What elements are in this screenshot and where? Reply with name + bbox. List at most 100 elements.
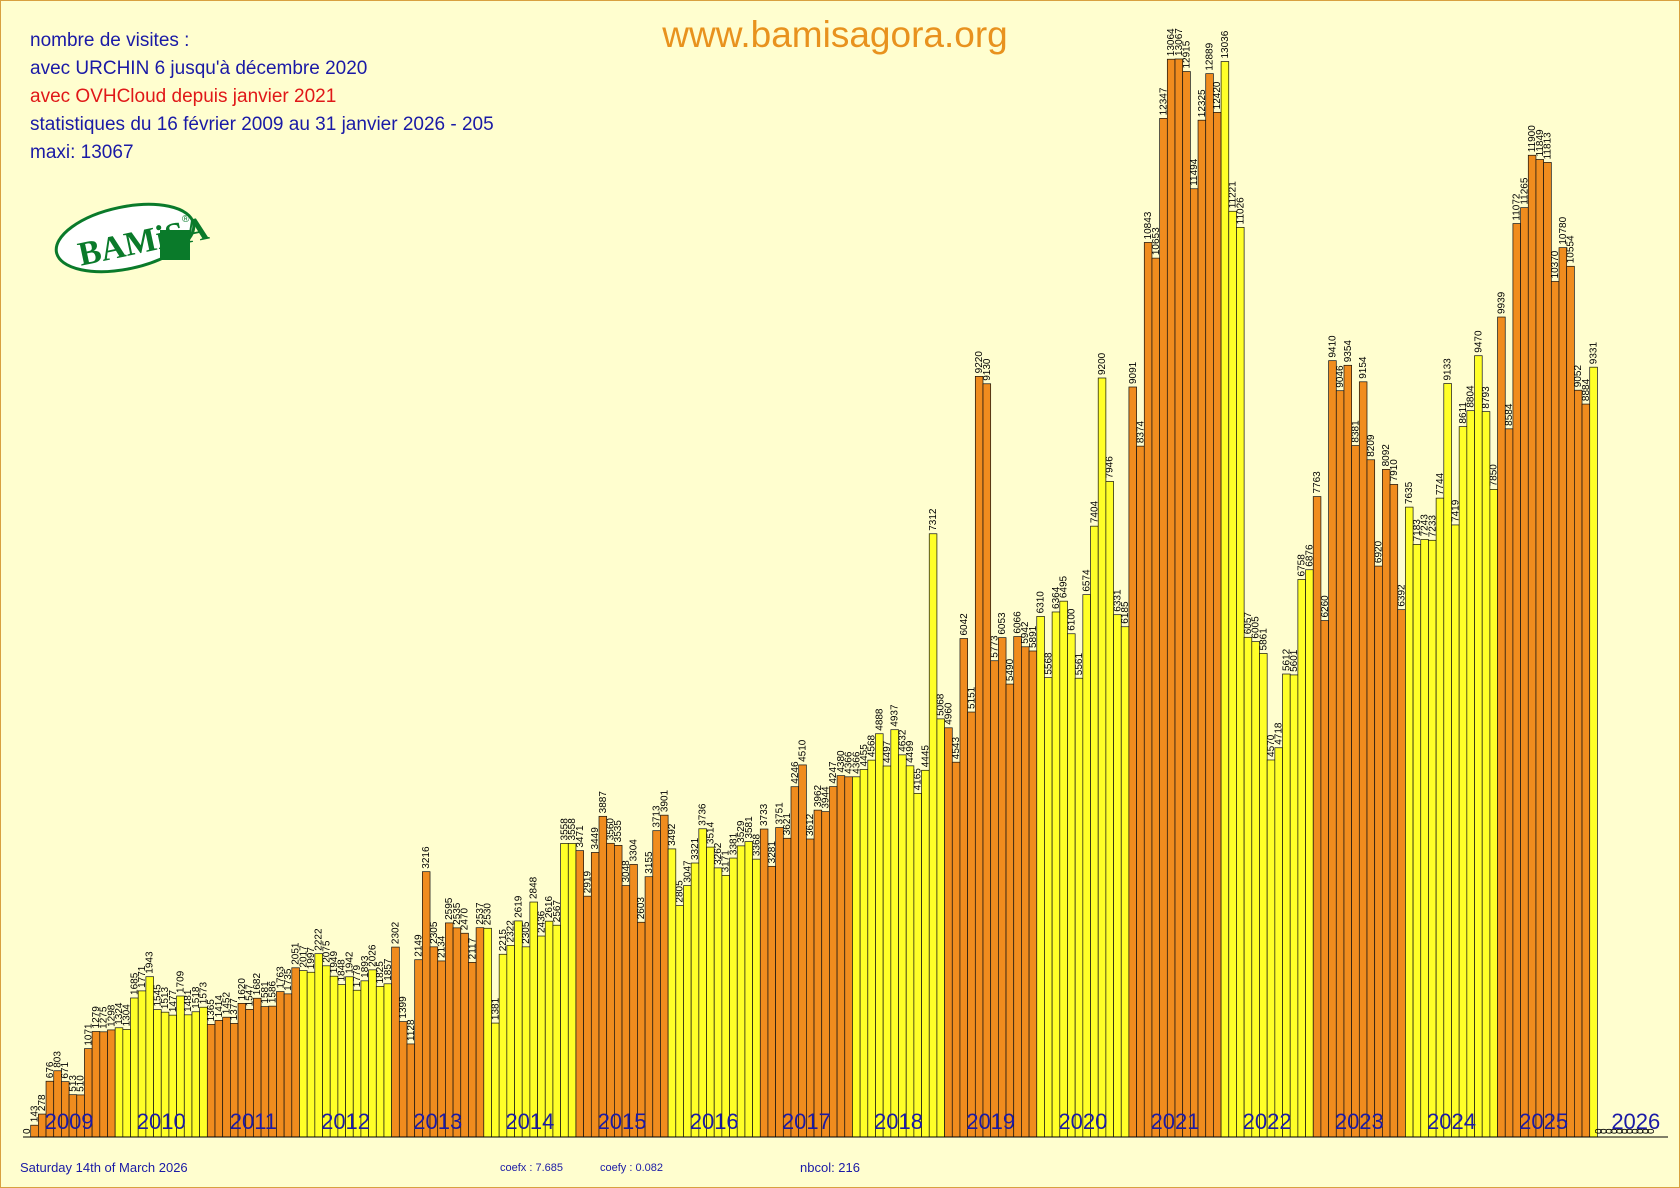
data-label: 0: [22, 1128, 33, 1134]
bar: [1420, 539, 1429, 1138]
bar: [660, 814, 669, 1138]
data-label: 5561: [1074, 653, 1085, 676]
data-label: 1128: [406, 1019, 417, 1041]
data-label: 4718: [1274, 722, 1285, 745]
data-label: 0: [1620, 1128, 1631, 1134]
data-label: 1848: [337, 959, 348, 982]
data-label: 4499: [905, 740, 916, 763]
data-label: 6920: [1374, 540, 1385, 563]
data-label: 10653: [1151, 227, 1162, 255]
data-label: 0: [1641, 1128, 1652, 1134]
data-label: 3901: [659, 789, 670, 812]
data-label: 2595: [444, 897, 455, 920]
bar: [1028, 650, 1038, 1138]
bar: [1289, 674, 1299, 1138]
data-label: 2537: [475, 902, 486, 925]
data-label: 7946: [1105, 456, 1116, 479]
year-label: 2010: [137, 1109, 186, 1134]
bar: [1159, 118, 1168, 1138]
bar: [1259, 653, 1268, 1138]
bar: [836, 775, 846, 1138]
data-label: 13067: [1174, 28, 1185, 56]
bar: [652, 830, 661, 1138]
bar: [1358, 381, 1368, 1138]
data-label: 1825: [375, 961, 386, 984]
bar: [1589, 366, 1598, 1138]
data-label: 1324: [114, 1002, 125, 1025]
bar: [967, 711, 976, 1138]
data-label: 9133: [1443, 358, 1454, 381]
data-label: 3529: [736, 820, 747, 843]
data-label: 1414: [214, 995, 225, 1018]
bar: [1335, 390, 1345, 1138]
bar: [1481, 411, 1491, 1138]
data-label: 3560: [606, 818, 617, 841]
site-title[interactable]: www.bamisagora.org: [662, 14, 1008, 55]
data-label: 7312: [928, 508, 939, 531]
bar: [736, 845, 746, 1138]
data-label: 7763: [1312, 471, 1323, 494]
bar: [690, 862, 700, 1138]
bar: [1435, 497, 1445, 1138]
bar: [1405, 506, 1414, 1138]
data-label: 3471: [575, 825, 586, 848]
bar: [567, 843, 577, 1138]
bar: [1097, 377, 1107, 1138]
bar: [291, 967, 300, 1138]
data-label: 1949: [329, 951, 340, 974]
bar: [644, 876, 654, 1138]
data-label: 9939: [1496, 291, 1507, 314]
bar: [875, 733, 884, 1138]
bar: [974, 376, 984, 1138]
data-label: 1581: [260, 981, 271, 1004]
bar: [606, 842, 615, 1138]
logo-registered-mark: ®: [182, 214, 190, 225]
data-label: 2302: [390, 921, 401, 944]
bar: [206, 1024, 216, 1138]
data-label: 11900: [1527, 125, 1538, 153]
data-label: 7183: [1412, 519, 1423, 542]
footer-coefy: coefy : 0.082: [600, 1162, 663, 1174]
data-label: 8884: [1581, 378, 1592, 401]
data-label: 6758: [1297, 554, 1308, 577]
data-label: 2322: [506, 920, 517, 943]
bar: [1213, 111, 1222, 1138]
data-label: 4455: [859, 744, 870, 767]
data-label: 1573: [198, 982, 209, 1005]
data-label: 10780: [1558, 216, 1569, 244]
bar: [1382, 469, 1391, 1138]
bar: [1282, 673, 1291, 1138]
data-label: 9154: [1358, 356, 1369, 379]
data-label: 10843: [1143, 211, 1154, 239]
bar: [529, 901, 538, 1138]
data-label: 2848: [529, 876, 540, 899]
bar: [1005, 683, 1015, 1138]
bar: [614, 845, 623, 1138]
bar: [590, 852, 600, 1138]
bar: [775, 827, 784, 1138]
bar: [560, 843, 569, 1138]
bar: [928, 533, 938, 1138]
year-label: 2022: [1243, 1109, 1292, 1134]
bar: [867, 759, 876, 1138]
data-label: 3944: [821, 786, 832, 809]
data-label: 9200: [1097, 352, 1108, 375]
data-label: 1365: [206, 999, 217, 1022]
data-label: 2567: [552, 900, 563, 923]
visits-caption: nombre de visites :: [30, 30, 190, 51]
data-label: 3962: [813, 784, 824, 807]
year-label: 2014: [505, 1109, 554, 1134]
data-label: 1547: [245, 984, 256, 1007]
bar: [1312, 496, 1322, 1138]
data-label: 6260: [1320, 595, 1331, 618]
data-label: 803: [53, 1051, 64, 1068]
data-label: 3733: [759, 803, 770, 826]
data-label: 6066: [1013, 611, 1024, 634]
data-label: 2149: [414, 934, 425, 957]
data-label: 7635: [1404, 481, 1415, 504]
data-label: 7419: [1450, 499, 1461, 522]
data-label: 1682: [252, 973, 263, 996]
bar: [782, 837, 792, 1138]
data-label: 1997: [306, 947, 317, 970]
data-label: 6042: [959, 613, 970, 636]
